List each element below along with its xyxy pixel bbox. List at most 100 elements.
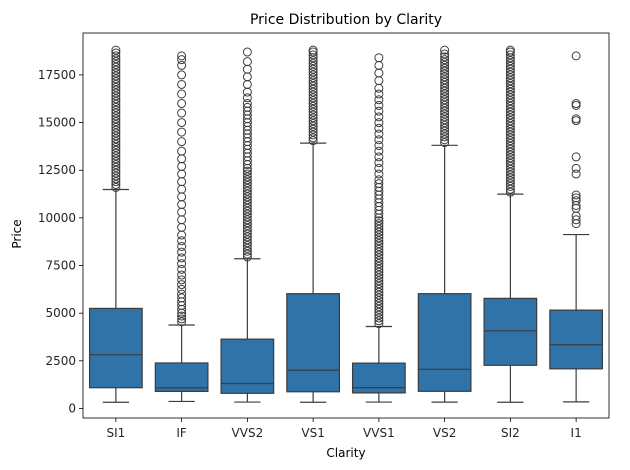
outlier-point [242, 195, 252, 205]
iqr-box [286, 293, 341, 393]
outlier-point [111, 102, 121, 112]
iqr-box [549, 309, 604, 370]
outlier-point [374, 307, 384, 317]
outlier-point [374, 221, 384, 231]
box-vvs2 [220, 47, 275, 403]
outlier-point [177, 192, 187, 202]
outlier-point [111, 111, 121, 121]
outlier-point [374, 83, 384, 93]
outlier-point [505, 119, 515, 129]
outlier-point [308, 136, 318, 146]
outlier-point [374, 244, 384, 254]
outlier-point [242, 221, 252, 230]
outlier-point [111, 51, 121, 61]
outlier-point [374, 175, 384, 185]
outlier-point [505, 179, 515, 189]
outlier-point [111, 79, 121, 89]
outlier-point [308, 67, 318, 77]
outlier-point [505, 136, 515, 146]
outlier-point [571, 114, 581, 124]
outlier-point [177, 289, 187, 299]
outlier-point [308, 113, 318, 123]
outlier-point [374, 68, 384, 78]
outlier-point [111, 177, 121, 187]
outlier-point [571, 116, 581, 126]
outlier-point [440, 126, 450, 136]
outlier-point [111, 97, 121, 107]
outlier-point [505, 187, 515, 197]
outlier-point [505, 116, 515, 126]
outlier-point [440, 60, 450, 70]
outlier-point [177, 317, 187, 327]
outlier-point [440, 52, 450, 62]
outlier-point [111, 99, 121, 109]
outlier-point [242, 180, 252, 190]
outlier-point [111, 168, 121, 178]
outlier-point [177, 184, 187, 194]
outlier-point [242, 243, 252, 253]
outlier-point [440, 106, 450, 116]
y-tick-label: 15000 [38, 116, 76, 130]
outlier-point [374, 299, 384, 309]
outlier-point [111, 65, 121, 75]
outlier-point [177, 314, 187, 324]
outlier-point [177, 284, 187, 294]
outlier-point [505, 99, 515, 109]
outlier-point [242, 57, 252, 67]
outlier-point [308, 93, 318, 103]
outlier-point [242, 241, 252, 251]
x-tick-label: SI1 [106, 426, 125, 440]
outlier-point [505, 87, 515, 97]
outlier-point [505, 113, 515, 123]
y-tick-label: 2500 [45, 354, 76, 368]
outlier-point [308, 121, 318, 131]
outlier-point [374, 256, 384, 266]
outlier-point [440, 86, 450, 96]
x-tick-label: VVS2 [232, 426, 264, 440]
outlier-point [308, 61, 318, 71]
outlier-point [505, 167, 515, 177]
outlier-point [374, 179, 384, 189]
outlier-point [374, 310, 384, 320]
outlier-point [440, 118, 450, 128]
outlier-point [242, 99, 252, 109]
outlier-point [571, 51, 581, 61]
outlier-point [177, 236, 187, 246]
outlier-point [505, 76, 515, 86]
outlier-point [177, 99, 187, 109]
outlier-point [177, 161, 187, 171]
outlier-point [505, 81, 515, 91]
outlier-point [111, 160, 121, 170]
outlier-point [505, 101, 515, 111]
iqr-box [220, 338, 275, 394]
outlier-point [308, 73, 318, 83]
outlier-point [111, 54, 121, 64]
outlier-point [177, 60, 187, 70]
outlier-point [374, 112, 384, 122]
iqr-box [351, 362, 406, 394]
outlier-point [440, 98, 450, 108]
outlier-point [440, 89, 450, 99]
outlier-point [308, 84, 318, 94]
outlier-point [308, 50, 318, 60]
outlier-point [111, 77, 121, 87]
outlier-point [374, 123, 384, 133]
outlier-point [505, 110, 515, 120]
outlier-point [440, 100, 450, 110]
outlier-point [308, 45, 318, 55]
outlier-point [177, 127, 187, 137]
outlier-point [505, 104, 515, 114]
outlier-point [111, 139, 121, 149]
x-axis: SI1 IF VVS2 VS1 VVS1 VS2 SI2 I1 [106, 418, 582, 440]
outlier-point [374, 129, 384, 139]
outlier-point [177, 169, 187, 179]
outlier-point [571, 99, 581, 109]
outlier-point [374, 60, 384, 70]
outlier-point [505, 73, 515, 83]
outlier-point [242, 102, 252, 112]
outlier-point [505, 64, 515, 74]
outlier-point [177, 137, 187, 147]
outlier-point [308, 58, 318, 68]
outlier-point [374, 95, 384, 105]
outlier-point [242, 79, 252, 89]
